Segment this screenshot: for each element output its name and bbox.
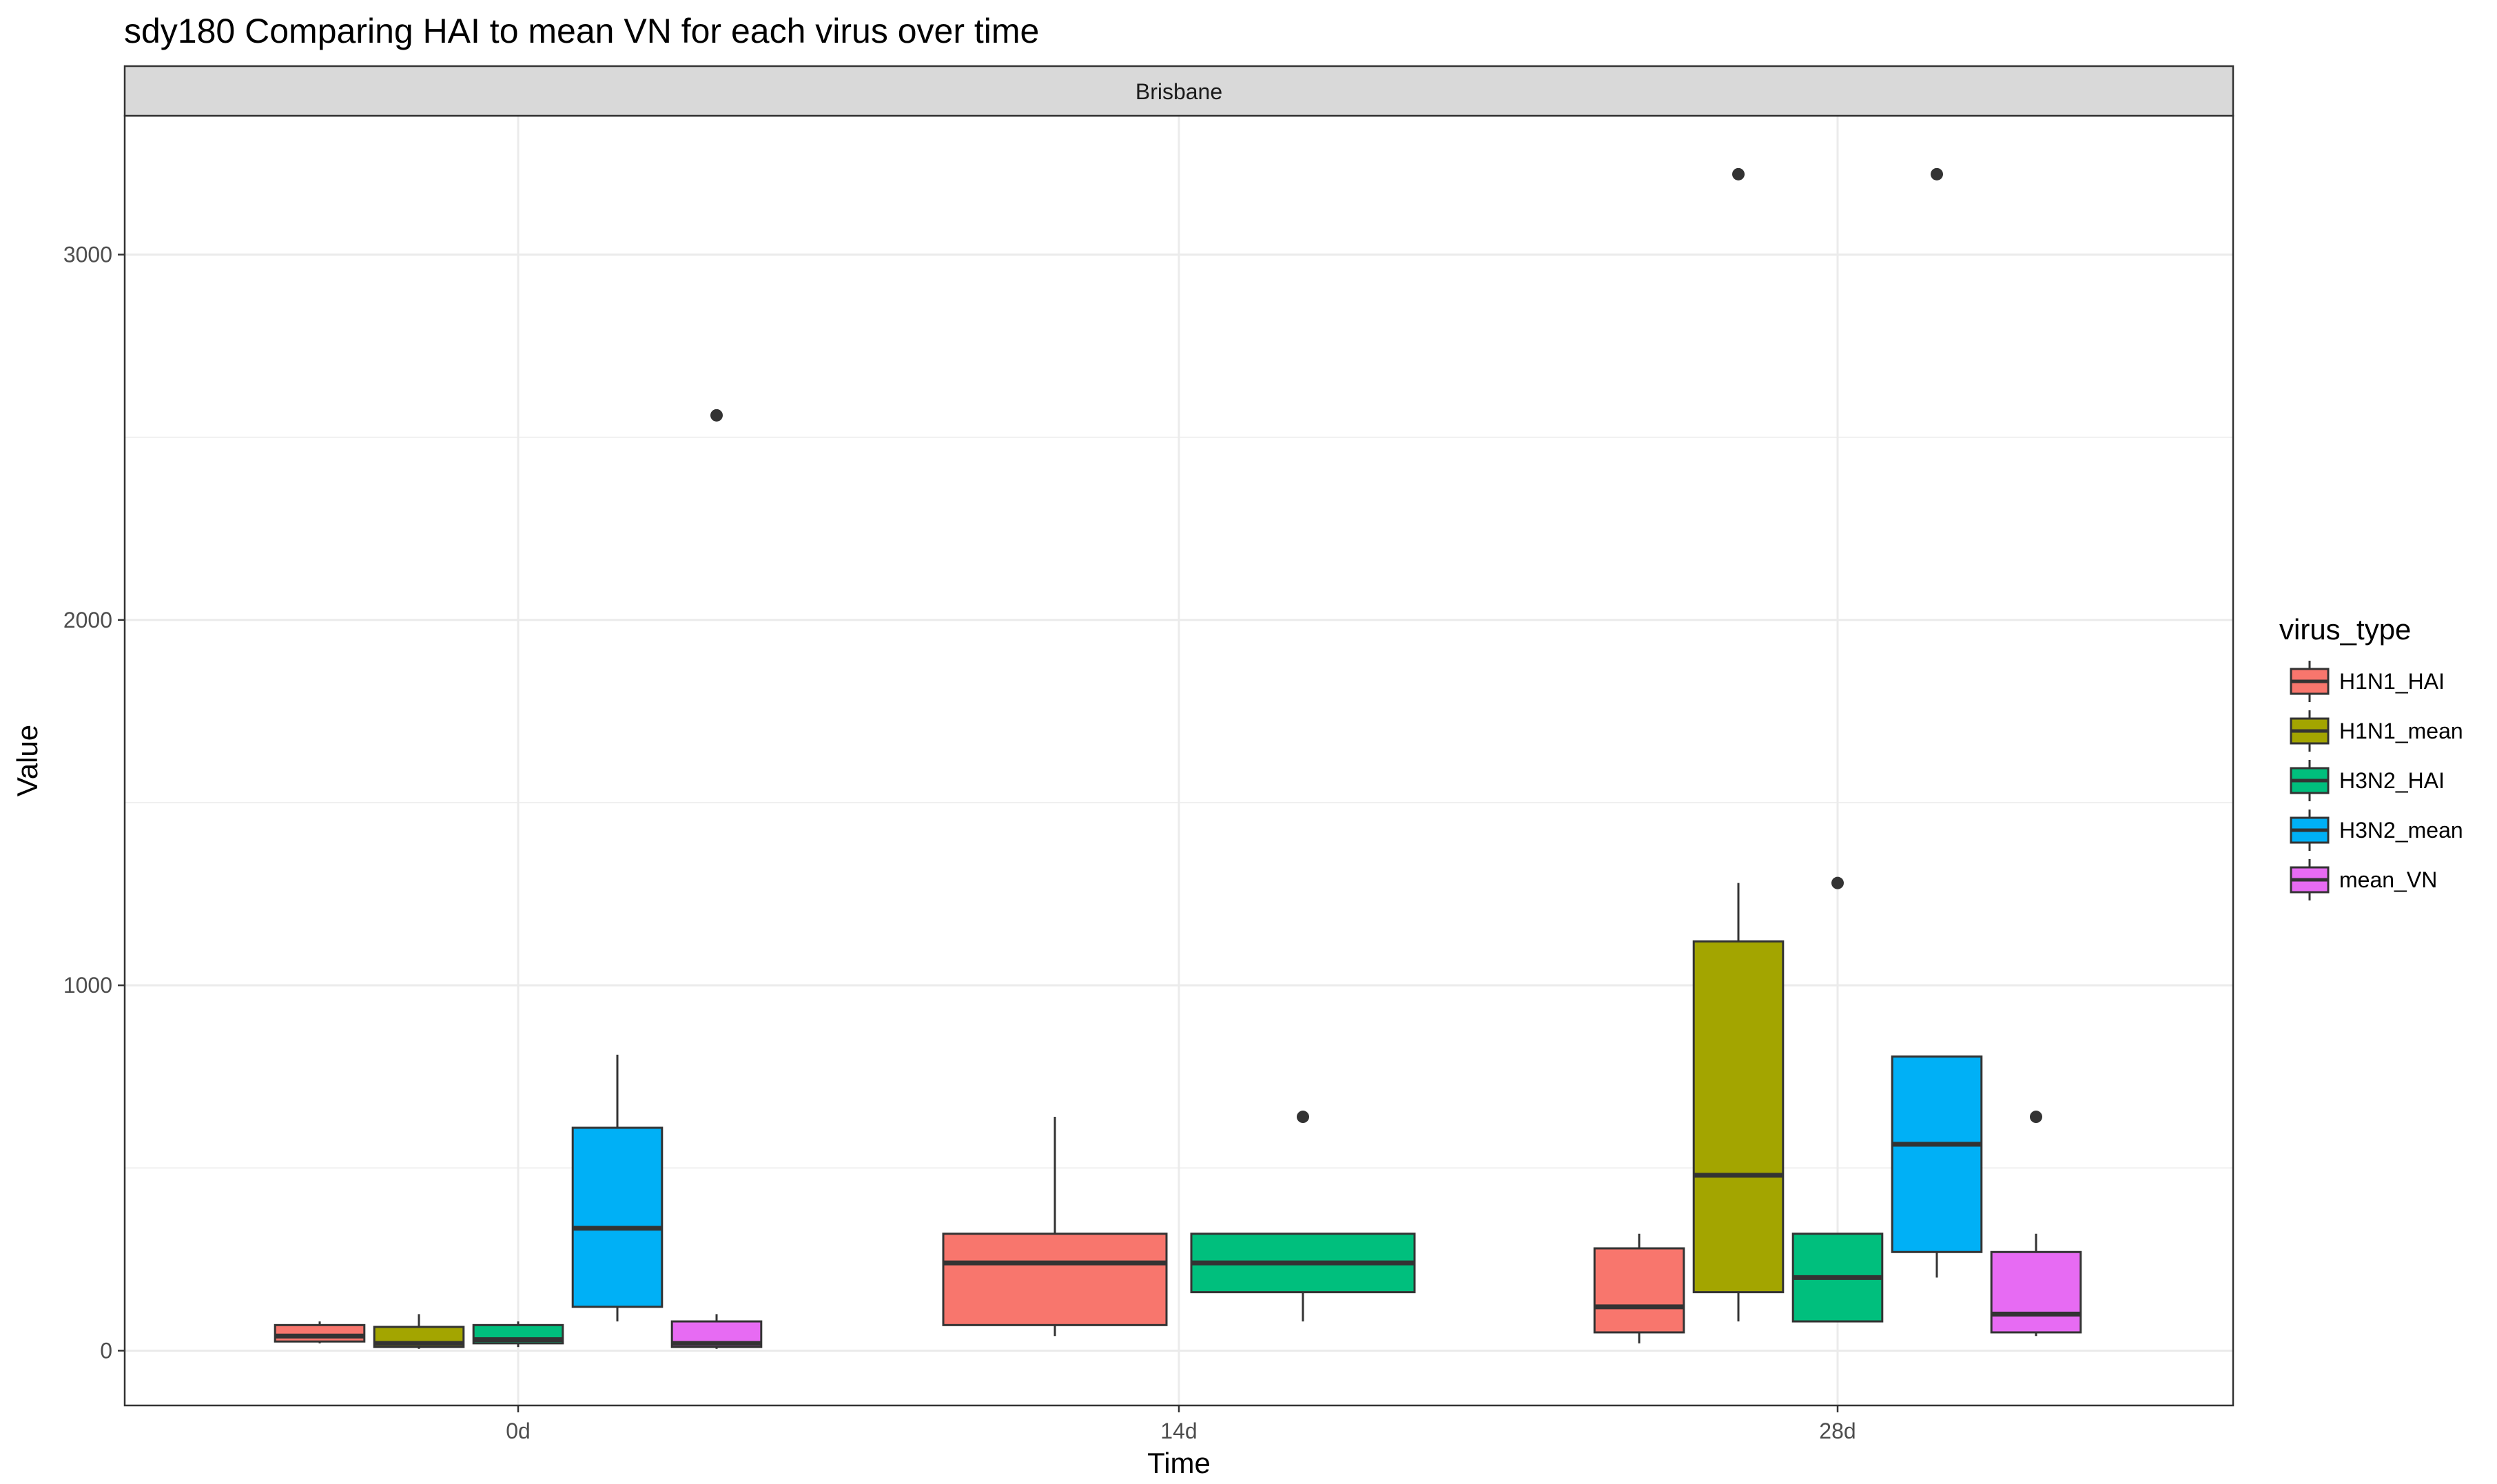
box-28d-H1N1_HAI	[1593, 1233, 1685, 1343]
grid-lines	[125, 116, 2233, 1405]
outlier-point	[1732, 167, 1745, 181]
y-axis: 0 1000 2000 3000	[63, 243, 125, 1363]
outlier-point	[2030, 1111, 2042, 1124]
box-body	[1891, 1055, 1983, 1253]
box-0d-H1N1_mean	[373, 1314, 465, 1349]
legend-item-mean_VN: mean_VN	[2290, 859, 2437, 900]
boxes-layer	[274, 167, 2082, 1349]
facet-strip	[123, 65, 2234, 117]
chart-title: sdy180 Comparing HAI to mean VN for each…	[124, 12, 1039, 50]
box-body	[274, 1323, 366, 1343]
legend-item-H1N1_HAI: H1N1_HAI	[2290, 661, 2445, 702]
box-28d-H3N2_mean	[1891, 167, 1983, 1278]
legend-label: mean_VN	[2339, 867, 2437, 892]
outlier-point	[1297, 1111, 1309, 1124]
legend-label: H1N1_HAI	[2339, 669, 2445, 694]
legend-item-H1N1_mean: H1N1_mean	[2290, 710, 2463, 752]
legend-title: virus_type	[2279, 613, 2411, 646]
box-28d-mean_VN	[1990, 1111, 2082, 1337]
outlier-point	[1831, 876, 1844, 889]
box-28d-H1N1_mean	[1692, 167, 1785, 1322]
legend-item-H3N2_HAI: H3N2_HAI	[2290, 760, 2445, 801]
y-tick-label: 2000	[63, 608, 112, 632]
box-body	[1692, 940, 1785, 1294]
x-tick-label: 14d	[1160, 1419, 1197, 1443]
legend: virus_type H1N1_HAI H1N1_mean H3N2_HAI H3N2…	[2279, 613, 2463, 900]
box-0d-H1N1_HAI	[274, 1321, 366, 1343]
x-tick-label: 0d	[506, 1419, 531, 1443]
y-axis-title: Value	[11, 725, 43, 796]
box-14d-H3N2_HAI	[1190, 1111, 1416, 1322]
y-tick-label: 1000	[63, 973, 112, 998]
legend-label: H3N2_HAI	[2339, 768, 2445, 793]
box-body	[1593, 1247, 1685, 1334]
box-0d-mean_VN	[670, 409, 763, 1349]
facet-strip-label: Brisbane	[1136, 79, 1222, 104]
outlier-point	[710, 409, 723, 422]
legend-label: H1N1_mean	[2339, 719, 2463, 743]
box-body	[942, 1233, 1168, 1326]
x-axis-title: Time	[1147, 1447, 1211, 1479]
box-0d-H3N2_HAI	[472, 1321, 564, 1348]
box-0d-H3N2_mean	[571, 1054, 664, 1322]
x-tick-label: 28d	[1819, 1419, 1856, 1443]
y-tick-label: 3000	[63, 243, 112, 267]
legend-item-H3N2_mean: H3N2_mean	[2290, 810, 2463, 851]
box-body	[571, 1126, 664, 1308]
box-28d-H3N2_HAI	[1791, 876, 1884, 1323]
outlier-point	[1931, 167, 1943, 181]
y-tick-label: 0	[100, 1338, 112, 1363]
legend-label: H3N2_mean	[2339, 818, 2463, 843]
x-axis: 0d 14d 28d	[506, 1405, 1856, 1443]
box-14d-H1N1_HAI	[942, 1117, 1168, 1337]
box-body	[1990, 1250, 2082, 1334]
